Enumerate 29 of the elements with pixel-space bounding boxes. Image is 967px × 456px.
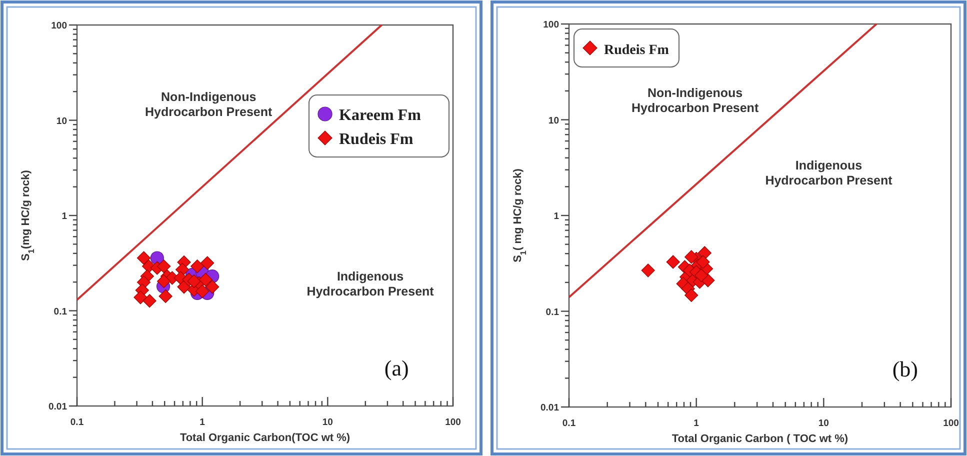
annotation: Indigenous Hydrocarbon Present	[306, 269, 435, 298]
y-tick-label: 0.1	[54, 306, 68, 318]
y-tick-label: 0.1	[546, 306, 560, 318]
y-tick-label: 10	[548, 115, 559, 126]
legend-label: Rudeis Fm	[604, 43, 670, 58]
x-tick-label: 10	[322, 417, 333, 428]
y-tick-label: 100	[51, 20, 67, 32]
annotation: Indigenous Hydrocarbon Present	[765, 158, 894, 188]
x-axis-title: Total Organic Carbon ( TOC wt %)	[672, 433, 848, 445]
y-tick-label: 10	[56, 116, 67, 127]
y-tick-label: 0.01	[48, 402, 68, 412]
x-tick-label: 10	[818, 418, 829, 429]
x-tick-label: 100	[445, 417, 461, 428]
legend-label: Kareem Fm	[339, 107, 422, 124]
x-tick-label: 1	[200, 417, 206, 428]
y-tick-label: 100	[543, 20, 559, 30]
annotation: (b)	[892, 356, 918, 382]
annotation: Non-Indigenous Hydrocarbon Present	[145, 90, 273, 120]
x-tick-label: 0.1	[70, 417, 84, 428]
y-tick-label: 1	[62, 211, 68, 222]
annotation: Non-Indigenous Hydrocarbon Present	[631, 86, 760, 115]
x-tick-label: 0.1	[562, 418, 576, 429]
annotation: (a)	[384, 356, 409, 381]
y-tick-label: 1	[554, 211, 560, 222]
x-tick-label: 100	[943, 418, 959, 429]
x-tick-label: 1	[694, 418, 700, 429]
y-tick-label: 0.01	[540, 402, 560, 414]
legend-label: Rudeis Fm	[339, 131, 414, 148]
x-axis-title: Total Organic Carbon(TOC wt %)	[180, 432, 350, 444]
